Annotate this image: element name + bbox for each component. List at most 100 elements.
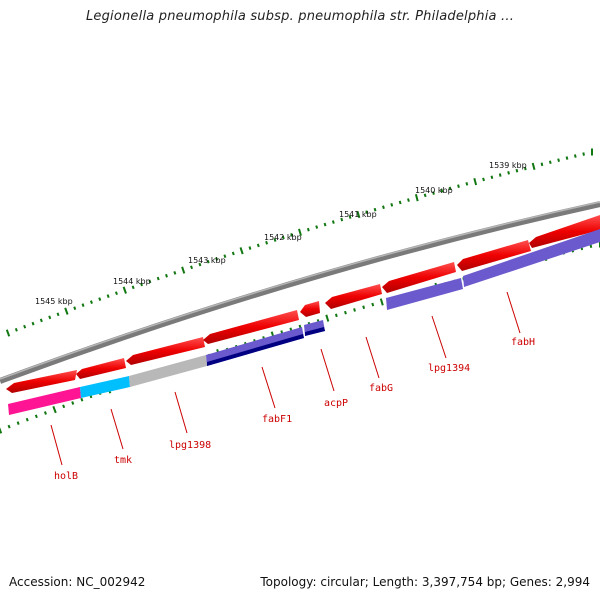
- scale-tick: [231, 251, 235, 256]
- inner-scale-tick: [362, 305, 366, 310]
- scale-tick: [81, 303, 85, 307]
- scale-label: 1541 kbp: [339, 210, 377, 219]
- cog-bar-tmk: [80, 376, 130, 398]
- inner-scale-tick: [7, 424, 11, 429]
- cog-bar-fabF1-dark: [207, 334, 304, 366]
- gene-arrow-fabG[interactable]: [325, 284, 382, 309]
- inner-scale-tick: [371, 302, 375, 307]
- scale-tick: [173, 271, 177, 275]
- scale-tick: [23, 324, 27, 329]
- scale-tick: [440, 188, 444, 193]
- scale-label: 1545 kbp: [35, 297, 73, 306]
- scale-tick: [64, 307, 69, 315]
- gene-label-fabG[interactable]: fabG: [369, 383, 393, 394]
- gene-arrow-next[interactable]: [529, 215, 600, 248]
- scale-tick: [281, 235, 285, 240]
- inner-scale-tick: [34, 414, 38, 419]
- scale-tick: [73, 306, 77, 311]
- scale-tick: [114, 291, 118, 296]
- scale-tick: [198, 262, 202, 267]
- accession-text: Accession: NC_002942: [9, 575, 146, 589]
- scale-ticks: [5, 148, 593, 337]
- leader-lpg1394: [431, 315, 447, 359]
- scale-tick: [248, 246, 252, 250]
- cog-track: [8, 229, 600, 415]
- scale-tick: [148, 279, 152, 284]
- gene-label-fabH[interactable]: fabH: [511, 337, 535, 348]
- inner-scale-tick: [52, 405, 57, 414]
- gene-arrow-lpg1394[interactable]: [382, 262, 456, 293]
- scale-tick: [490, 175, 494, 180]
- scale-tick: [557, 158, 560, 162]
- leader-tmk: [110, 408, 124, 450]
- gene-label-fabF1[interactable]: fabF1: [262, 414, 292, 425]
- cog-bar-fabH: [463, 229, 600, 287]
- leader-acpP: [320, 348, 335, 392]
- scale-tick: [465, 182, 469, 186]
- inner-scale-tick: [62, 404, 66, 409]
- scale-tick: [373, 207, 377, 212]
- genome-backbone: [0, 201, 600, 384]
- scale-tick: [122, 286, 127, 294]
- inner-scale-tick: [325, 314, 330, 322]
- cog-bar-acpP-dark: [305, 327, 325, 336]
- scale-tick: [390, 203, 394, 207]
- scale-tick: [239, 247, 244, 255]
- inner-scale-tick: [334, 313, 338, 318]
- scale-tick: [414, 194, 419, 202]
- gene-arrow-lpg1398[interactable]: [126, 337, 205, 365]
- scale-tick: [432, 191, 435, 195]
- scale-tick: [39, 318, 43, 323]
- inner-scale-tick: [353, 308, 356, 312]
- gene-label-lpg1394[interactable]: lpg1394: [428, 363, 470, 374]
- scale-tick: [473, 178, 478, 186]
- gene-label-acpP[interactable]: acpP: [324, 398, 348, 409]
- scale-tick: [98, 297, 102, 301]
- inner-scale-tick: [589, 244, 593, 248]
- scale-tick: [340, 217, 344, 222]
- scale-tick: [540, 162, 544, 167]
- gene-arrow-tmk[interactable]: [76, 358, 126, 379]
- scale-tick: [507, 171, 510, 175]
- gene-track: [6, 215, 600, 393]
- gene-arrow-fabH[interactable]: [457, 240, 531, 271]
- scale-label: 1544 kbp: [113, 277, 151, 286]
- scale-tick: [498, 173, 502, 177]
- scale-tick: [89, 300, 93, 304]
- genome-title: Legionella pneumophila subsp. pneumophil…: [85, 9, 515, 24]
- scale-tick: [190, 265, 194, 270]
- inner-scale-tick: [43, 411, 47, 415]
- inner-scale-tick: [0, 427, 3, 434]
- scale-tick: [156, 276, 160, 281]
- gene-arrow-holB[interactable]: [6, 370, 77, 393]
- scale-tick: [331, 220, 335, 224]
- leader-fabH: [506, 291, 521, 334]
- scale-label: 1542 kbp: [264, 233, 302, 242]
- leader-holB: [50, 424, 63, 466]
- gene-label-holB[interactable]: holB: [54, 471, 78, 482]
- scale-tick: [582, 152, 585, 156]
- inner-scale-tick: [344, 310, 347, 315]
- cog-bar-holB: [8, 387, 81, 415]
- gene-arrow-acpP[interactable]: [300, 301, 320, 317]
- genome-backbone-highlight: [0, 201, 600, 380]
- scale-tick: [56, 312, 60, 317]
- gene-arrow-fabF1[interactable]: [203, 310, 299, 344]
- scale-tick: [298, 228, 302, 236]
- scale-tick: [482, 177, 485, 182]
- gene-label-lpg1398[interactable]: lpg1398: [169, 440, 211, 451]
- scale-tick: [306, 227, 310, 232]
- gene-leader-lines: [50, 291, 521, 466]
- scale-tick: [140, 282, 143, 287]
- scale-tick: [315, 225, 319, 229]
- scale-tick: [165, 273, 168, 278]
- scale-tick: [273, 238, 277, 242]
- gene-label-tmk[interactable]: tmk: [114, 455, 132, 466]
- inner-scale-tick: [379, 298, 384, 306]
- inner-scale-tick: [16, 421, 20, 425]
- scale-label: 1540 kbp: [415, 186, 453, 195]
- scale-tick: [256, 243, 260, 248]
- scale-label: 1543 kbp: [188, 256, 226, 265]
- scale-tick: [265, 240, 269, 245]
